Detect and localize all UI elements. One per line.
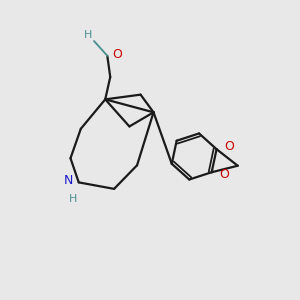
Text: H: H <box>84 30 93 40</box>
Text: N: N <box>64 174 74 188</box>
Text: H: H <box>69 194 78 204</box>
Text: O: O <box>219 168 229 181</box>
Text: O: O <box>224 140 234 153</box>
Text: O: O <box>112 48 122 61</box>
